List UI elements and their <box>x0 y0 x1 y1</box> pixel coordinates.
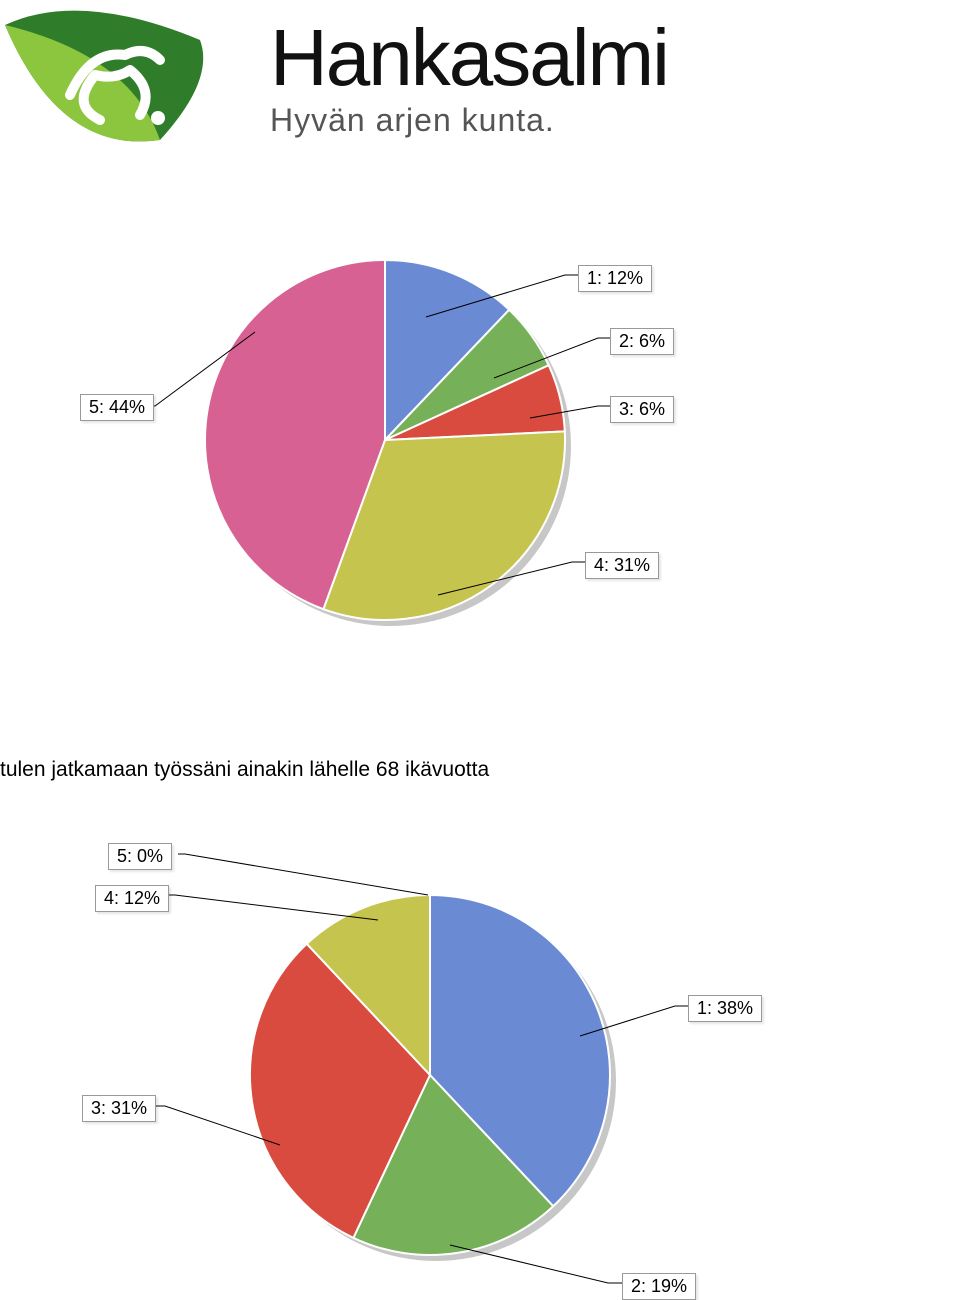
slice-label-4: 4: 12% <box>95 885 169 912</box>
leader-line-2 <box>450 1245 622 1283</box>
slice-label-5: 5: 0% <box>108 843 172 870</box>
slice-label-3: 3: 31% <box>82 1095 156 1122</box>
slice-label-1: 1: 38% <box>688 995 762 1022</box>
leader-line-5 <box>178 854 428 895</box>
leader-line-4 <box>165 895 378 920</box>
slice-label-2: 2: 19% <box>622 1273 696 1300</box>
